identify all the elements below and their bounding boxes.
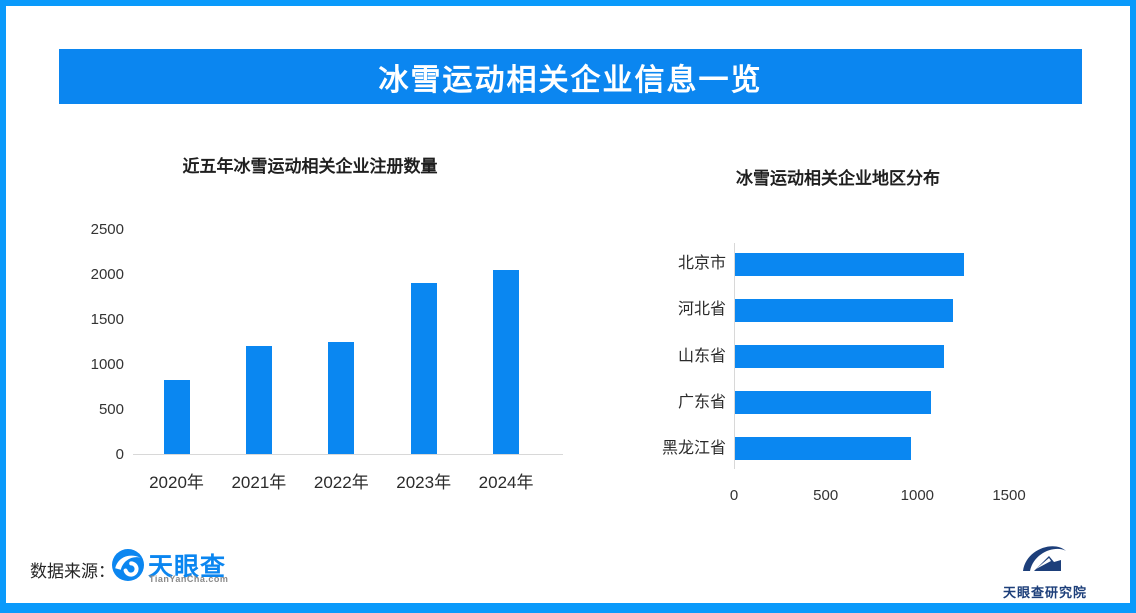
x-tick-label: 500 bbox=[813, 487, 839, 504]
region-bar bbox=[735, 437, 911, 461]
x-tick-label: 1500 bbox=[992, 487, 1026, 504]
y-tick-label: 2500 bbox=[90, 221, 124, 238]
x-tick-label: 2023年 bbox=[396, 473, 452, 492]
region-label: 山东省 bbox=[677, 347, 726, 365]
region-label: 河北省 bbox=[677, 301, 726, 319]
registration-bar bbox=[493, 269, 520, 454]
region-bar bbox=[735, 345, 944, 368]
data-source-label: 数据来源： bbox=[30, 562, 115, 581]
x-tick-label: 1000 bbox=[900, 487, 935, 504]
y-tick-label: 1500 bbox=[90, 311, 124, 328]
registrations-plot-area bbox=[133, 230, 563, 455]
research-institute-name: 天眼查研究院 bbox=[1002, 585, 1087, 600]
regions-chart-title: 冰雪运动相关企业地区分布 bbox=[736, 169, 940, 188]
region-label: 北京市 bbox=[677, 255, 726, 273]
registrations-y-axis: 0 500 1000 1500 2000 2500 bbox=[86, 222, 124, 463]
region-bar bbox=[735, 252, 965, 276]
research-institute-logo: 天眼查研究院 bbox=[985, 538, 1105, 600]
registrations-x-axis: 2020年 2021年 2022年 2023年 2024年 bbox=[133, 468, 563, 492]
registration-bar bbox=[328, 341, 355, 454]
registrations-chart-title: 近五年冰雪运动相关企业注册数量 bbox=[182, 157, 438, 176]
tianyancha-logo-subtitle: TianYanCha.com bbox=[149, 574, 229, 584]
x-tick-label: 2020年 bbox=[149, 473, 204, 492]
x-tick-label: 2022年 bbox=[313, 473, 369, 492]
x-tick-label: 0 bbox=[729, 487, 739, 504]
tianyancha-eye-icon bbox=[112, 549, 144, 581]
region-bar bbox=[735, 391, 932, 415]
region-label: 黑龙江省 bbox=[661, 439, 726, 457]
registration-bar bbox=[245, 346, 272, 454]
y-tick-label: 500 bbox=[98, 401, 124, 418]
regions-plot-area: 北京市河北省山东省广东省黑龙江省 0 500 1000 1500 bbox=[600, 241, 1040, 504]
y-tick-label: 1000 bbox=[90, 356, 124, 373]
region-bar bbox=[735, 298, 954, 322]
registration-bar bbox=[163, 380, 190, 454]
page-title-banner: 冰雪运动相关企业信息一览 bbox=[59, 49, 1082, 104]
tianyancha-logo: 天眼查 TianYanCha.com bbox=[112, 547, 242, 587]
registration-bar bbox=[410, 283, 437, 454]
tianyancha-research-arch-icon bbox=[1023, 546, 1066, 571]
regions-axis-line bbox=[734, 243, 735, 469]
tianyancha-logo-text: 天眼查 bbox=[148, 553, 227, 581]
x-tick-label: 2021年 bbox=[231, 473, 287, 492]
y-tick-label: 2000 bbox=[90, 266, 124, 283]
y-tick-label: 0 bbox=[115, 446, 124, 463]
page-title: 冰雪运动相关企业信息一览 bbox=[378, 63, 763, 97]
x-tick-label: 2024年 bbox=[478, 473, 534, 492]
region-label: 广东省 bbox=[677, 393, 726, 411]
